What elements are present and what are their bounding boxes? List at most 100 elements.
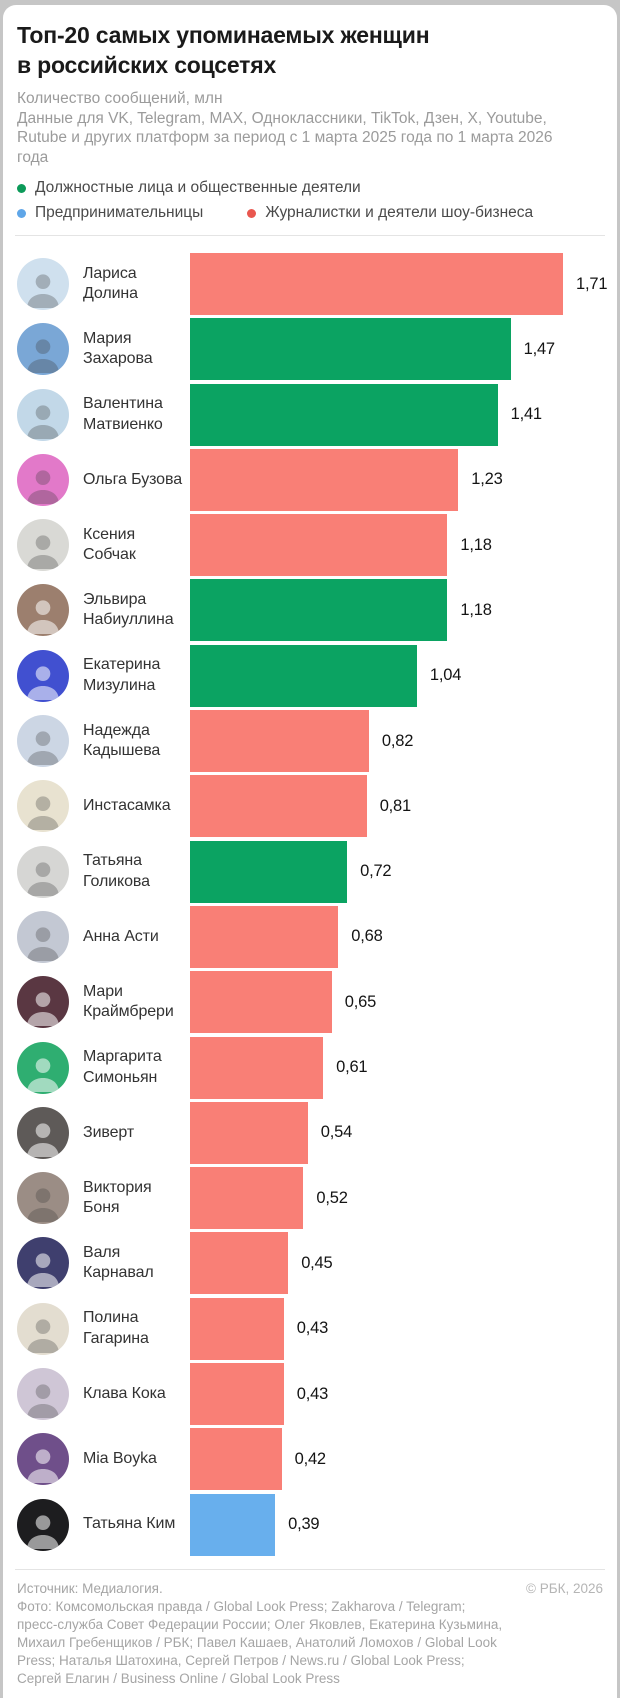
person-icon xyxy=(27,600,59,635)
bar xyxy=(190,905,339,968)
photo-credits: Фото: Комсомольская правда / Global Look… xyxy=(17,1598,503,1686)
bar-value-label: 0,68 xyxy=(351,927,383,946)
person-name: Клава Кока xyxy=(83,1384,166,1402)
person-name: Эльвира Набиуллина xyxy=(83,590,174,629)
person-icon xyxy=(27,1514,59,1549)
person-name: Мари Краймбрери xyxy=(83,982,174,1021)
bar-area: 0,65 xyxy=(190,971,603,1034)
chart-row: Мария Захарова 1,47 xyxy=(17,318,603,381)
person-name: Надежда Кадышева xyxy=(83,721,161,760)
chart-unit-label: Количество сообщений, млн xyxy=(17,90,223,107)
avatar xyxy=(17,976,69,1029)
bar-value-label: 1,04 xyxy=(429,666,462,685)
chart-row: Инстасамка 0,81 xyxy=(17,775,603,838)
bar-value-label: 0,81 xyxy=(379,796,412,815)
person-icon xyxy=(27,862,59,896)
avatar xyxy=(17,910,69,963)
person-name: Зиверт xyxy=(83,1123,135,1141)
bar-area: 1,41 xyxy=(190,383,603,446)
person-name: Маргарита Симоньян xyxy=(83,1048,162,1086)
person-icon xyxy=(27,404,59,439)
chart-row: Ксения Собчак 1,18 xyxy=(17,514,603,577)
legend-dot-red-icon xyxy=(247,208,257,218)
avatar xyxy=(17,323,69,376)
chart-row: Клава Кока 0,43 xyxy=(17,1363,603,1426)
bar-area: 1,18 xyxy=(190,579,603,642)
person-name: Mia Boyka xyxy=(83,1450,157,1468)
person-icon xyxy=(27,1384,59,1419)
chart-row: Мари Краймбрери 0,65 xyxy=(17,971,603,1034)
chart-row: Зиверт 0,54 xyxy=(17,1101,603,1164)
bar xyxy=(190,710,369,773)
bar-area: 0,68 xyxy=(190,905,603,968)
bar-value-label: 1,23 xyxy=(471,470,503,489)
person-icon xyxy=(27,992,59,1027)
legend-dot-green-icon xyxy=(17,183,26,193)
person-name: Лариса Долина xyxy=(83,264,138,303)
infographic-card: Топ-20 самых упоминаемых женщин в россий… xyxy=(3,5,617,1698)
avatar xyxy=(17,1041,69,1094)
bar-area: 0,82 xyxy=(190,710,603,773)
bar-value-label: 0,65 xyxy=(344,992,377,1011)
bar-area: 0,72 xyxy=(190,840,603,903)
header-divider xyxy=(15,235,605,236)
bar-value-label: 0,52 xyxy=(316,1188,348,1207)
bar-area: 0,43 xyxy=(190,1297,603,1360)
bar xyxy=(190,1297,284,1360)
bar xyxy=(190,1101,308,1164)
avatar xyxy=(17,584,69,637)
avatar xyxy=(17,258,69,310)
copyright-label: © РБК, 2026 xyxy=(526,1580,603,1596)
avatar xyxy=(17,1368,69,1421)
bar xyxy=(190,448,459,511)
chart-row: Ольга Бузова 1,23 xyxy=(17,448,603,511)
person-icon xyxy=(27,470,59,504)
source-label: Источник: Медиалогия. xyxy=(17,1580,163,1596)
bar-value-label: 1,47 xyxy=(523,339,556,358)
person-name: Валентина Матвиенко xyxy=(83,395,163,433)
bar-area: 0,81 xyxy=(190,775,603,838)
person-name: Мария Захарова xyxy=(83,329,153,368)
bar-area: 0,52 xyxy=(190,1167,603,1230)
bar-chart: Лариса Долина 1,71 Мария Захарова 1,47 В… xyxy=(17,253,608,1556)
person-icon xyxy=(27,274,59,308)
avatar xyxy=(17,1172,69,1225)
legend-item-officials: Должностные лица и общественные деятели xyxy=(17,179,361,197)
avatar xyxy=(17,1237,69,1290)
bar-value-label: 0,39 xyxy=(288,1515,320,1534)
legend: Должностные лица и общественные деятели … xyxy=(17,179,603,222)
bar xyxy=(190,971,332,1034)
legend-dot-blue-icon xyxy=(17,208,26,218)
person-icon xyxy=(27,1057,59,1092)
avatar xyxy=(17,1302,69,1355)
bar xyxy=(190,383,498,446)
bar xyxy=(190,1167,304,1230)
chart-row: Полина Гагарина 0,43 xyxy=(17,1297,603,1360)
bar xyxy=(190,840,348,903)
bar-value-label: 0,54 xyxy=(320,1123,353,1142)
bar xyxy=(190,514,448,577)
chart-scope-label: Данные для VK, Telegram, MAX, Одноклассн… xyxy=(17,109,553,166)
legend-label: Предпринимательницы xyxy=(35,204,204,221)
bar-value-label: 0,82 xyxy=(381,731,414,750)
chart-row: Татьяна Голикова 0,72 xyxy=(17,840,603,903)
bar-area: 1,47 xyxy=(190,318,603,381)
footer-divider xyxy=(15,1568,605,1570)
bar-area: 0,45 xyxy=(190,1232,603,1295)
avatar xyxy=(17,388,69,441)
footer: Источник: Медиалогия. © РБК, 2026 Фото: … xyxy=(17,1570,603,1698)
avatar xyxy=(17,1106,69,1159)
chart-row: Татьяна Ким 0,39 xyxy=(17,1493,603,1556)
chart-row: Маргарита Симоньян 0,61 xyxy=(17,1036,603,1099)
person-icon xyxy=(27,1319,59,1353)
avatar xyxy=(17,780,69,833)
avatar xyxy=(17,845,69,898)
bar-area: 1,23 xyxy=(190,448,603,511)
avatar xyxy=(17,1433,69,1486)
person-icon xyxy=(27,535,59,570)
avatar xyxy=(17,1498,69,1551)
bar-value-label: 1,18 xyxy=(460,600,492,619)
chart-row: Анна Асти 0,68 xyxy=(17,905,603,968)
bar-area: 1,04 xyxy=(190,644,603,707)
bar-area: 0,42 xyxy=(190,1428,603,1491)
